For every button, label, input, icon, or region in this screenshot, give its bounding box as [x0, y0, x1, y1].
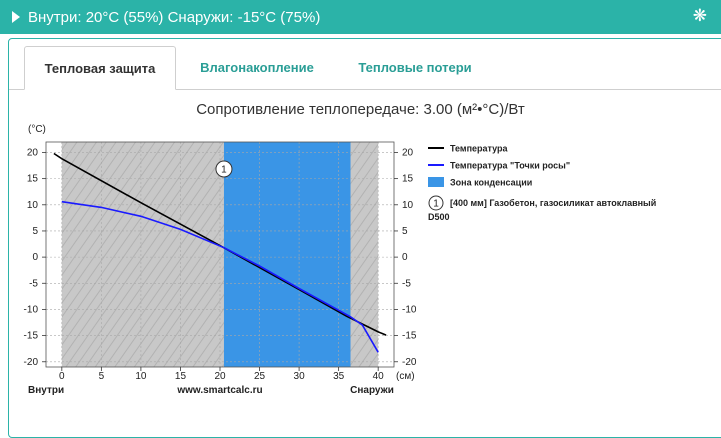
y-tick-label-right: 0	[402, 252, 408, 263]
y-axis-unit-label: (°C)	[28, 124, 46, 135]
y-tick-label-left: -20	[24, 357, 39, 368]
triangle-right-icon[interactable]	[12, 11, 20, 23]
y-tick-label-right: -5	[402, 278, 411, 289]
y-tick-label-right: -10	[402, 304, 417, 315]
y-tick-label-right: -20	[402, 357, 417, 368]
x-center-label: www.smartcalc.ru	[176, 385, 262, 396]
x-tick-label: 10	[135, 371, 147, 382]
temperature-line	[53, 152, 387, 336]
dew-point-line	[61, 200, 379, 353]
y-tick-label-right: 20	[402, 147, 414, 158]
y-tick-label-right: -15	[402, 331, 417, 342]
legend-entry-label: Температура "Точки росы"	[450, 161, 570, 171]
layer-marker-circle	[215, 160, 233, 178]
climate-status-text: Внутри: 20°C (55%) Снаружи: -15°C (75%)	[28, 9, 321, 26]
y-tick-label-left: 5	[32, 226, 38, 237]
x-tick-label: 30	[294, 371, 306, 382]
legend-entry-label: Температура	[450, 144, 509, 154]
x-tick-label: 25	[254, 371, 266, 382]
x-tick-label: 40	[373, 371, 385, 382]
x-tick-label: 5	[99, 371, 105, 382]
legend-entry-label: Зона конденсации	[450, 178, 532, 188]
y-tick-label-left: 10	[27, 200, 39, 211]
legend-entry-label-cont: D500	[428, 212, 450, 222]
legend-swatch-box	[428, 177, 444, 187]
legend-marker-label: 1	[433, 199, 439, 210]
y-tick-label-right: 15	[402, 174, 414, 185]
y-tick-label-left: 20	[27, 147, 39, 158]
snowflake-icon[interactable]: ❋	[692, 6, 707, 25]
y-tick-label-left: 0	[32, 252, 38, 263]
x-tick-label: 35	[333, 371, 345, 382]
legend-entry-label: [400 мм] Газобетон, газосиликат автоклав…	[450, 198, 656, 208]
y-tick-label-left: -5	[29, 278, 38, 289]
y-tick-label-right: 10	[402, 200, 414, 211]
x-axis-unit-label: (см)	[396, 371, 415, 382]
status-bar[interactable]: Внутри: 20°C (55%) Снаружи: -15°C (75%) …	[0, 0, 721, 34]
chart-title: Сопротивление теплопередаче: 3.00 (м²•°C…	[196, 101, 525, 118]
tabs-divider	[9, 89, 721, 90]
legend-marker-circle	[428, 195, 444, 211]
condensation-zone-band	[223, 142, 351, 367]
x-left-label: Внутри	[28, 385, 64, 396]
tab-thermal-protection[interactable]: Тепловая защита	[24, 46, 176, 90]
x-tick-label: 0	[59, 371, 65, 382]
x-tick-label: 20	[214, 371, 226, 382]
x-tick-label: 15	[175, 371, 187, 382]
y-tick-label-left: -10	[24, 304, 39, 315]
y-tick-label-right: 5	[402, 226, 408, 237]
temperature-chart: 20 20 15 15 10 10 5 5 0 0 -5 -5 -10 -10 -15 -15 -20 -20 0 5…	[24, 124, 657, 396]
x-right-label: Снаружи	[350, 385, 394, 396]
tab-moisture-accumulation[interactable]: Влагонакопление	[200, 60, 314, 75]
y-tick-label-left: 15	[27, 174, 39, 185]
layer-marker-label: 1	[221, 165, 227, 176]
y-tick-label-left: -15	[24, 331, 39, 342]
tab-heat-losses[interactable]: Тепловые потери	[358, 60, 472, 75]
